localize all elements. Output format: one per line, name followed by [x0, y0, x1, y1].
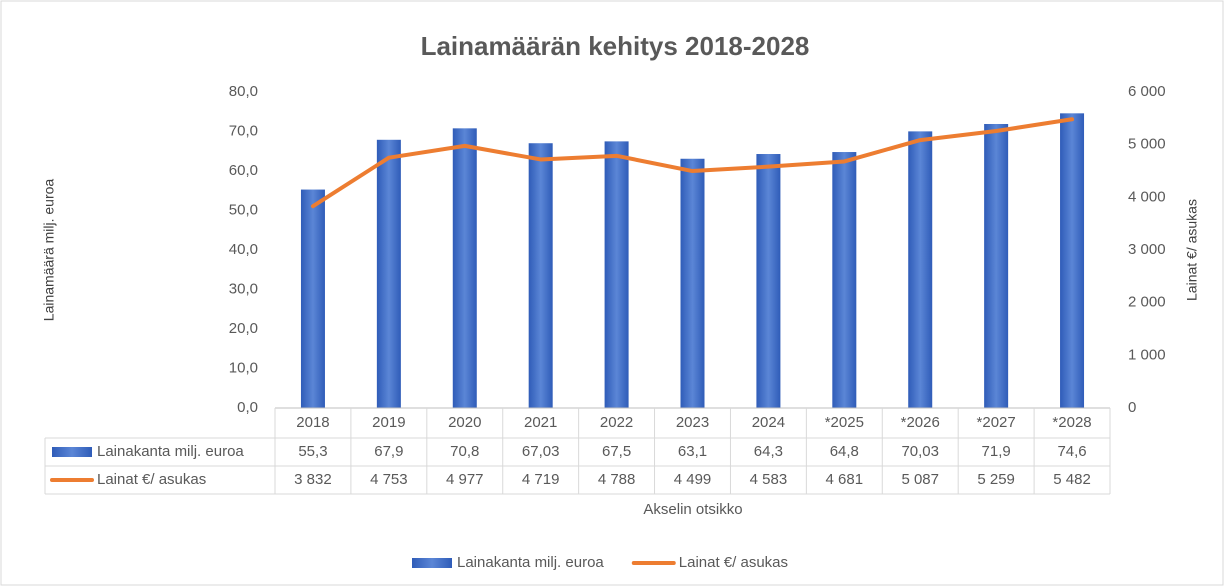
y2-tick-label: 6 000: [1128, 83, 1166, 100]
x-tick-label: *2027: [977, 414, 1016, 431]
table-cell: 74,6: [1057, 443, 1086, 460]
y2-tick-label: 4 000: [1128, 188, 1166, 205]
y-tick-label: 70,0: [229, 122, 258, 139]
table-cell: 64,8: [830, 443, 859, 460]
table-cell: 4 499: [674, 471, 712, 488]
legend-symbol: [412, 558, 452, 568]
bar: [832, 152, 857, 408]
table-cell: 4 788: [598, 471, 636, 488]
bar: [908, 131, 933, 408]
y2-tick-label: 5 000: [1128, 136, 1166, 153]
y2-tick-label: 1 000: [1128, 346, 1166, 363]
table-cell: 67,9: [374, 443, 403, 460]
table-cell: 4 719: [522, 471, 560, 488]
table-cell: 5 259: [977, 471, 1015, 488]
table-cell: 71,9: [982, 443, 1011, 460]
legend-label: Lainat €/ asukas: [679, 554, 788, 571]
y2-tick-label: 3 000: [1128, 241, 1166, 258]
y-tick-label: 0,0: [237, 399, 258, 416]
x-tick-label: 2022: [600, 414, 633, 431]
table-cell: 4 977: [446, 471, 484, 488]
table-row-label: Lainat €/ asukas: [97, 471, 206, 488]
table-row-label: Lainakanta milj. euroa: [97, 443, 244, 460]
bar: [680, 158, 705, 408]
y-tick-label: 20,0: [229, 320, 258, 337]
y-tick-label: 30,0: [229, 280, 258, 297]
legend-label: Lainakanta milj. euroa: [457, 554, 604, 571]
bar: [984, 123, 1009, 409]
chart-title: Lainamäärän kehitys 2018-2028: [421, 31, 810, 61]
table-cell: 67,03: [522, 443, 560, 460]
table-cell: 70,8: [450, 443, 479, 460]
bar: [452, 128, 477, 408]
bar: [376, 139, 401, 409]
y2-tick-label: 0: [1128, 399, 1136, 416]
table-cell: 63,1: [678, 443, 707, 460]
bar: [756, 154, 781, 408]
y-tick-label: 50,0: [229, 201, 258, 218]
table-cell: 67,5: [602, 443, 631, 460]
y-tick-label: 80,0: [229, 83, 258, 100]
x-tick-label: *2025: [825, 414, 864, 431]
x-tick-label: 2023: [676, 414, 709, 431]
y2-tick-label: 2 000: [1128, 294, 1166, 311]
x-tick-label: 2020: [448, 414, 481, 431]
x-tick-label: 2018: [296, 414, 329, 431]
line: [310, 117, 1075, 209]
x-tick-label: *2028: [1052, 414, 1091, 431]
legend-symbol: [52, 447, 92, 457]
bar: [528, 143, 553, 408]
y-axis-title: Lainamäärä milj. euroa: [41, 179, 57, 322]
table-cell: 70,03: [901, 443, 939, 460]
table-cell: 4 681: [826, 471, 864, 488]
y2-axis-title: Lainat €/ asukas: [1184, 199, 1200, 301]
table-cell: 5 482: [1053, 471, 1091, 488]
x-axis-title: Akselin otsikko: [643, 501, 742, 518]
y-tick-label: 10,0: [229, 359, 258, 376]
table-cell: 55,3: [298, 443, 327, 460]
bar: [604, 141, 629, 408]
x-tick-label: *2026: [901, 414, 940, 431]
bar: [300, 189, 325, 408]
table-cell: 3 832: [294, 471, 332, 488]
x-tick-label: 2019: [372, 414, 405, 431]
y-tick-label: 40,0: [229, 241, 258, 258]
table-cell: 5 087: [901, 471, 939, 488]
x-tick-label: 2024: [752, 414, 785, 431]
table-cell: 4 583: [750, 471, 788, 488]
y-tick-label: 60,0: [229, 162, 258, 179]
bar: [1060, 113, 1085, 408]
x-tick-label: 2021: [524, 414, 557, 431]
table-cell: 4 753: [370, 471, 408, 488]
table-cell: 64,3: [754, 443, 783, 460]
